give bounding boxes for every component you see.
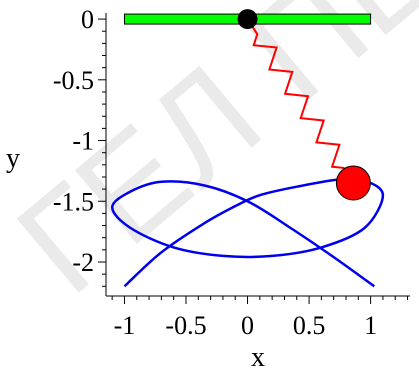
pendulum-objects: [123, 9, 372, 201]
pivot-point: [237, 9, 258, 30]
x-tick-label: 0.5: [293, 311, 326, 340]
tick-labels: -1 -0.5 0 0.5 1 0 -0.5 -1 -1.5 -2: [53, 5, 377, 340]
x-axis-label: x: [251, 342, 265, 370]
y-axis-label: y: [6, 143, 20, 174]
x-tick-label: 1: [364, 311, 377, 340]
axes: [98, 13, 410, 304]
trajectory-layer: [110, 177, 385, 288]
spring: [246, 18, 355, 184]
y-tick-label: -0.5: [53, 66, 94, 95]
pendulum-mass: [335, 165, 371, 201]
y-tick-label: 0: [81, 5, 94, 34]
y-tick-label: -2: [72, 248, 94, 277]
x-tick-label: -1: [114, 311, 136, 340]
y-tick-label: -1: [72, 127, 94, 156]
trajectory-curve: [110, 177, 385, 288]
x-tick-label: 0: [241, 311, 254, 340]
x-tick-label: -0.5: [165, 311, 206, 340]
y-tick-label: -1.5: [53, 187, 94, 216]
